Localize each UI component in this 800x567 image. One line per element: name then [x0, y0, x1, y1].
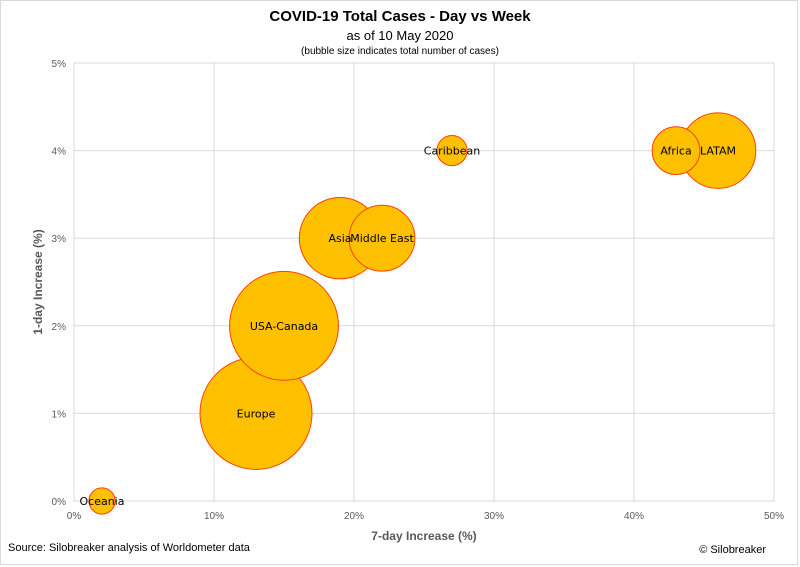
credit-note: © Silobreaker	[699, 544, 766, 556]
chart-subtitle: as of 10 May 2020	[346, 28, 454, 43]
bubble-oceania	[88, 487, 116, 515]
chart-note: (bubble size indicates total number of c…	[301, 46, 499, 57]
y-tick-label: 5%	[52, 59, 67, 70]
x-tick-label: 30%	[484, 511, 504, 522]
gridlines	[73, 62, 775, 502]
bubble-caribbean	[436, 134, 468, 167]
bubble-label-middle-east: Middle East	[350, 232, 414, 245]
y-axis-title: 1-day Increase (%)	[31, 229, 45, 334]
x-tick-label: 0%	[67, 511, 82, 522]
bubble-middle-east	[348, 204, 416, 272]
tick-labels: 0% 10% 20% 30% 40% 50% 0% 1% 2% 3% 4% 5%	[52, 59, 785, 522]
y-tick-label: 2%	[52, 322, 67, 333]
chart-title: COVID-19 Total Cases - Day vs Week	[269, 8, 531, 25]
x-tick-label: 50%	[764, 511, 784, 522]
y-tick-label: 4%	[52, 147, 67, 158]
bubbles	[88, 112, 757, 515]
bubble-label-latam: LATAM	[700, 145, 736, 158]
bubble-label-usa-canada: USA-Canada	[250, 320, 318, 333]
x-tick-label: 40%	[624, 511, 644, 522]
y-tick-label: 0%	[52, 497, 67, 508]
bubble-label-africa: Africa	[660, 145, 691, 158]
y-tick-label: 1%	[52, 409, 67, 420]
x-tick-label: 20%	[344, 511, 364, 522]
bubble-label-asia: Asia	[328, 232, 351, 245]
bubble-label-caribbean: Caribbean	[424, 145, 480, 158]
x-tick-label: 10%	[204, 511, 224, 522]
y-tick-label: 3%	[52, 234, 67, 245]
source-note: Source: Silobreaker analysis of Worldome…	[8, 542, 250, 554]
bubble-africa	[651, 126, 701, 175]
bubble-label-europe: Europe	[237, 407, 276, 420]
x-axis-title: 7-day Increase (%)	[371, 529, 476, 543]
bubble-label-oceania: Oceania	[80, 495, 125, 508]
bubble-usa-canada	[229, 270, 339, 381]
